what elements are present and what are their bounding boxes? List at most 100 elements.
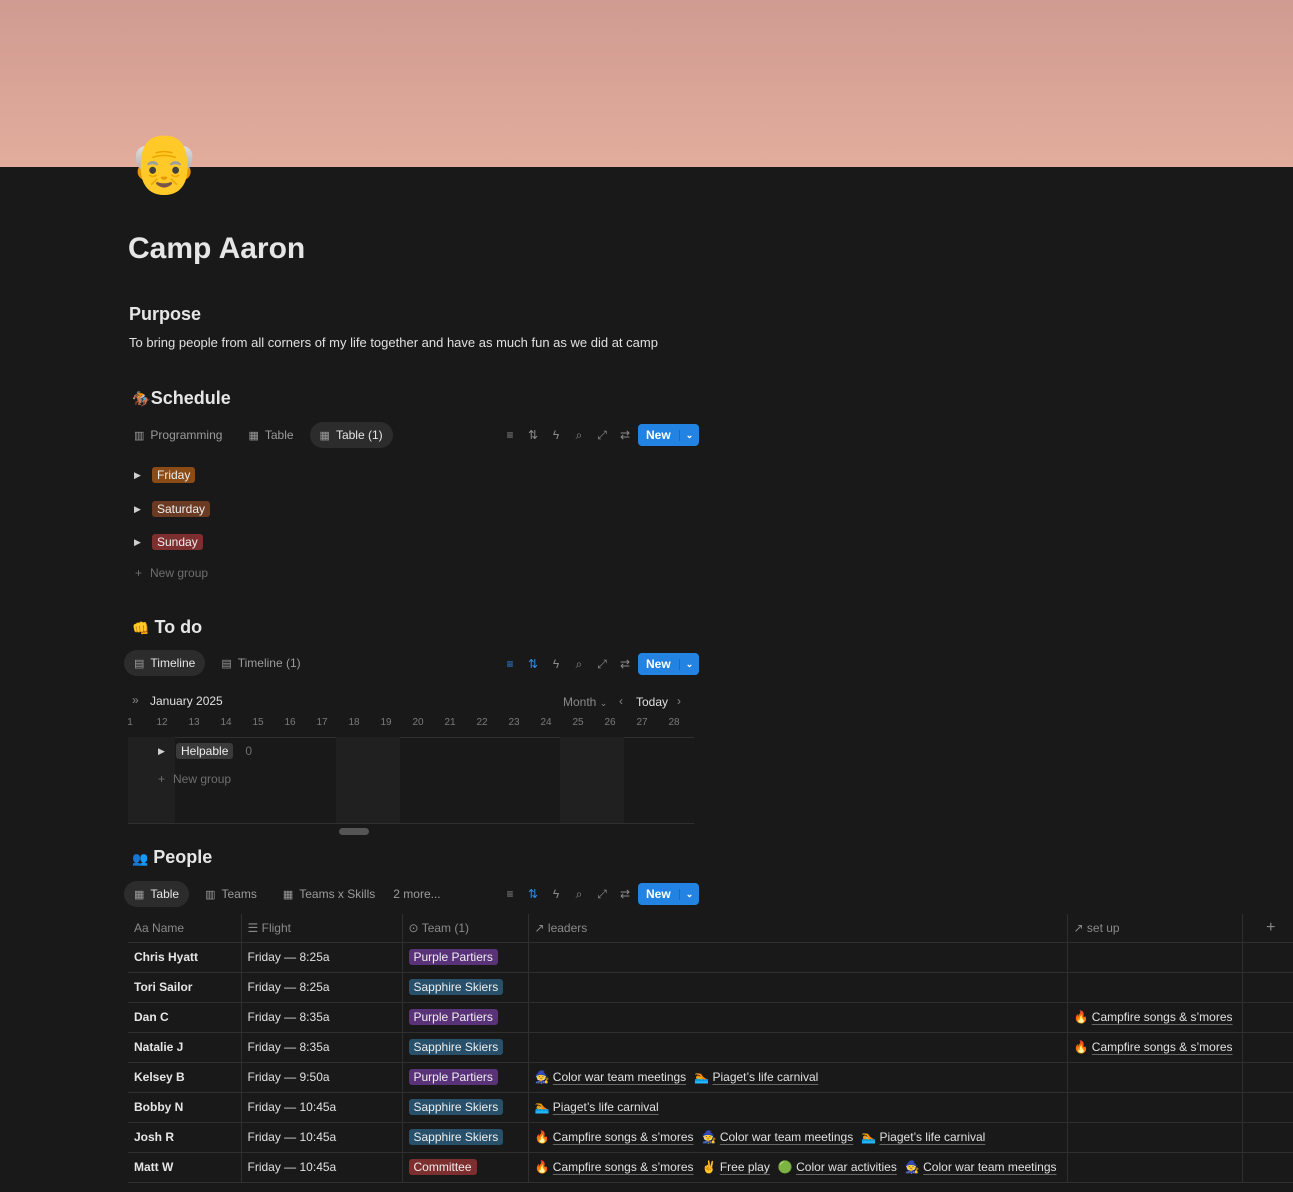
team-cell[interactable]: Purple Partiers — [401, 942, 529, 973]
tab-teams[interactable]: ▥ Teams — [195, 881, 267, 907]
expand-icon[interactable]: ⤢ — [597, 886, 607, 901]
setup-cell[interactable] — [1066, 1152, 1243, 1183]
tab-timeline-1[interactable]: ▤ Timeline (1) — [211, 650, 310, 676]
table-row[interactable]: Dan C Friday — 8:35a Purple Partiers 🔥 C… — [128, 1002, 1293, 1033]
timeline-scale-select[interactable]: Month ⌄ — [563, 695, 607, 709]
tab-table-1[interactable]: ▦ Table (1) — [309, 422, 393, 448]
name-cell[interactable]: Matt W — [128, 1152, 242, 1183]
setup-cell[interactable] — [1066, 972, 1243, 1003]
automation-icon[interactable]: ϟ — [552, 428, 560, 442]
settings-icon[interactable]: ⇄ — [619, 428, 631, 442]
chevron-down-icon[interactable]: ⌄ — [678, 429, 700, 441]
relation-link[interactable]: 🔥 Campfire songs & s’mores — [535, 1160, 702, 1174]
filter-icon[interactable]: ≡ — [506, 657, 514, 671]
setup-cell[interactable]: 🔥 Campfire songs & s’mores — [1066, 1032, 1243, 1063]
flight-cell[interactable]: Friday — 8:25a — [240, 972, 403, 1003]
relation-link[interactable]: 🧙 Color war team meetings — [535, 1070, 695, 1084]
team-cell[interactable]: Sapphire Skiers — [401, 972, 529, 1003]
tab-timeline[interactable]: ▤ Timeline — [124, 650, 206, 676]
page-icon[interactable]: 👴 — [128, 131, 201, 196]
name-cell[interactable]: Kelsey B — [128, 1062, 242, 1093]
team-cell[interactable]: Purple Partiers — [401, 1062, 529, 1093]
relation-link[interactable]: 🟢 Color war activities — [778, 1160, 905, 1174]
team-cell[interactable]: Purple Partiers — [401, 1002, 529, 1033]
relation-link[interactable]: 🧙 Color war team meetings — [905, 1160, 1065, 1174]
group-friday[interactable]: ▶ Friday — [134, 467, 196, 483]
flight-cell[interactable]: Friday — 8:35a — [240, 1032, 403, 1063]
next-icon[interactable]: › — [677, 694, 681, 708]
column-leaders[interactable]: ↗ leaders — [527, 914, 1067, 943]
flight-cell[interactable]: Friday — 10:45a — [240, 1092, 403, 1123]
toggle-icon[interactable]: ▶ — [158, 745, 165, 756]
table-row[interactable]: Matt W Friday — 10:45a Committee 🔥 Campf… — [128, 1152, 1293, 1183]
setup-cell[interactable] — [1066, 1092, 1243, 1123]
leaders-cell[interactable]: 🏊 Piaget’s life carnival — [527, 1092, 1068, 1123]
name-cell[interactable]: Tori Sailor — [128, 972, 242, 1003]
table-row[interactable]: Bobby N Friday — 10:45a Sapphire Skiers … — [128, 1092, 1293, 1123]
flight-cell[interactable]: Friday — 10:45a — [240, 1152, 403, 1183]
team-cell[interactable]: Sapphire Skiers — [401, 1122, 529, 1153]
filter-icon[interactable]: ≡ — [506, 428, 514, 442]
group-helpable[interactable]: ▶ Helpable 0 — [158, 743, 252, 759]
flight-cell[interactable]: Friday — 8:35a — [240, 1002, 403, 1033]
toggle-icon[interactable]: ▶ — [134, 469, 141, 480]
automation-icon[interactable]: ϟ — [552, 887, 560, 901]
team-cell[interactable]: Sapphire Skiers — [401, 1032, 529, 1063]
column-team[interactable]: ⊙ Team (1) — [401, 914, 528, 943]
column-flight[interactable]: ☰ Flight — [240, 914, 402, 943]
schedule-new-button[interactable]: New ⌄ — [638, 424, 700, 446]
tab-teams-x-skills[interactable]: ▦ Teams x Skills — [273, 881, 385, 907]
table-row[interactable]: Kelsey B Friday — 9:50a Purple Partiers … — [128, 1062, 1293, 1093]
expand-icon[interactable]: ⤢ — [597, 656, 607, 671]
add-column-button[interactable]: + — [1241, 914, 1293, 943]
leaders-cell[interactable]: 🔥 Campfire songs & s’mores 🧙 Color war te… — [527, 1122, 1068, 1153]
relation-link[interactable]: 🔥 Campfire songs & s’mores — [1074, 1040, 1241, 1054]
chevron-down-icon[interactable]: ⌄ — [678, 888, 700, 900]
sort-icon[interactable]: ⇅ — [527, 887, 539, 901]
column-set-up[interactable]: ↗ set up — [1066, 914, 1242, 943]
relation-link[interactable]: 🔥 Campfire songs & s’mores — [1074, 1010, 1241, 1024]
expand-icon[interactable]: ⤢ — [597, 427, 607, 442]
horizontal-scrollbar[interactable] — [339, 828, 369, 835]
search-icon[interactable]: ⌕ — [575, 427, 583, 442]
setup-cell[interactable]: 🔥 Campfire songs & s’mores — [1066, 1002, 1243, 1033]
collapse-sidebar-icon[interactable]: » — [132, 693, 139, 707]
leaders-cell[interactable] — [527, 942, 1068, 973]
sort-icon[interactable]: ⇅ — [527, 428, 539, 442]
settings-icon[interactable]: ⇄ — [619, 657, 631, 671]
todo-new-button[interactable]: New ⌄ — [638, 653, 700, 675]
tab-table[interactable]: ▦ Table — [124, 881, 190, 907]
new-group-button[interactable]: + New group — [158, 772, 231, 786]
flight-cell[interactable]: Friday — 9:50a — [240, 1062, 403, 1093]
flight-cell[interactable]: Friday — 8:25a — [240, 942, 403, 973]
relation-link[interactable]: 🏊 Piaget’s life carnival — [861, 1130, 993, 1144]
automation-icon[interactable]: ϟ — [552, 657, 560, 671]
flight-cell[interactable]: Friday — 10:45a — [240, 1122, 403, 1153]
table-row[interactable]: Tori Sailor Friday — 8:25a Sapphire Skie… — [128, 972, 1293, 1003]
sort-icon[interactable]: ⇅ — [527, 657, 539, 671]
relation-link[interactable]: 🏊 Piaget’s life carnival — [535, 1100, 667, 1114]
today-button[interactable]: Today — [636, 695, 669, 709]
tab-programming[interactable]: ▥ Programming — [124, 422, 232, 448]
name-cell[interactable]: Josh R — [128, 1122, 242, 1153]
name-cell[interactable]: Dan C — [128, 1002, 242, 1033]
leaders-cell[interactable] — [527, 1032, 1068, 1063]
search-icon[interactable]: ⌕ — [575, 886, 583, 901]
relation-link[interactable]: 🔥 Campfire songs & s’mores — [535, 1130, 702, 1144]
name-cell[interactable]: Bobby N — [128, 1092, 242, 1123]
setup-cell[interactable] — [1066, 1062, 1243, 1093]
settings-icon[interactable]: ⇄ — [619, 887, 631, 901]
relation-link[interactable]: 🏊 Piaget’s life carnival — [694, 1070, 826, 1084]
group-sunday[interactable]: ▶ Sunday — [134, 534, 203, 550]
page-cover[interactable] — [0, 0, 1293, 167]
leaders-cell[interactable]: 🧙 Color war team meetings 🏊 Piaget’s life… — [527, 1062, 1068, 1093]
column-name[interactable]: Aa Name — [128, 914, 241, 943]
team-cell[interactable]: Sapphire Skiers — [401, 1092, 529, 1123]
leaders-cell[interactable]: 🔥 Campfire songs & s’mores ✌ Free play 🟢 C… — [527, 1152, 1068, 1183]
new-group-button[interactable]: + New group — [135, 566, 208, 580]
leaders-cell[interactable] — [527, 1002, 1068, 1033]
filter-icon[interactable]: ≡ — [506, 887, 514, 901]
previous-icon[interactable]: ‹ — [619, 694, 623, 708]
toggle-icon[interactable]: ▶ — [134, 536, 141, 547]
table-row[interactable]: Josh R Friday — 10:45a Sapphire Skiers 🔥… — [128, 1122, 1293, 1153]
